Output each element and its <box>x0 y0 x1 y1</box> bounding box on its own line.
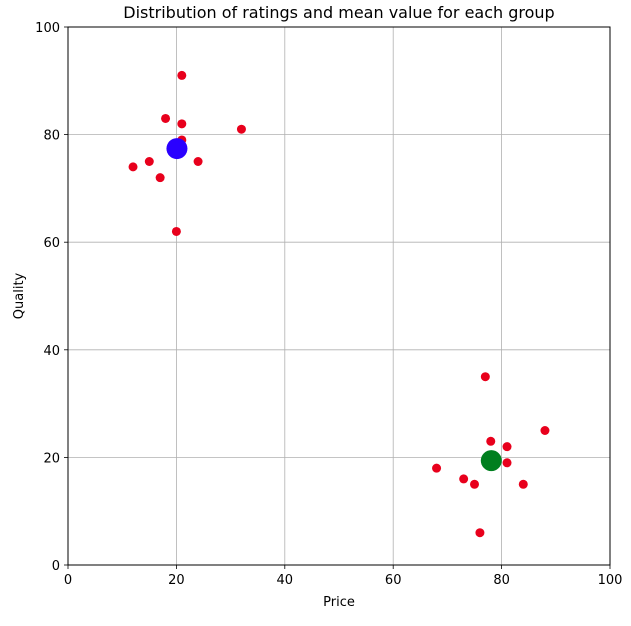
y-tick-label: 80 <box>43 129 60 144</box>
axis-ticks: 0 20 40 60 80 100 0 20 40 60 80 100 <box>35 21 622 588</box>
rating-point <box>144 157 154 166</box>
x-tick-label: 60 <box>385 573 402 588</box>
group-mean-point <box>166 138 188 160</box>
rating-point <box>155 173 165 183</box>
rating-point <box>502 442 512 452</box>
group-means <box>166 138 502 472</box>
y-tick-label: 100 <box>35 21 60 36</box>
x-tick-label: 100 <box>598 573 623 588</box>
chart-title: Distribution of ratings and mean value f… <box>123 3 554 22</box>
rating-point <box>518 479 528 489</box>
x-tick-label: 40 <box>277 573 294 588</box>
y-axis-label: Quality <box>12 272 27 319</box>
data-points <box>128 70 550 538</box>
x-tick-label: 80 <box>493 573 510 588</box>
rating-point <box>486 436 496 446</box>
group-mean-point <box>480 450 502 472</box>
rating-point <box>236 124 246 134</box>
rating-point <box>193 157 203 166</box>
plot-frame <box>67 26 611 566</box>
rating-point <box>177 70 187 80</box>
y-tick-label: 0 <box>52 559 60 574</box>
rating-point <box>502 458 512 468</box>
rating-point <box>432 463 442 473</box>
rating-point <box>470 479 479 489</box>
rating-point <box>480 372 490 382</box>
y-tick-label: 60 <box>43 236 60 251</box>
rating-point <box>177 119 187 129</box>
rating-point <box>540 426 550 435</box>
x-tick-label: 20 <box>168 573 185 588</box>
rating-point <box>171 226 181 236</box>
rating-point <box>128 162 138 172</box>
rating-point <box>459 474 469 484</box>
rating-point <box>475 528 485 538</box>
rating-point <box>161 113 171 123</box>
y-tick-label: 20 <box>43 451 60 466</box>
x-axis-label: Price <box>323 595 355 610</box>
y-tick-label: 40 <box>43 344 60 359</box>
x-tick-label: 0 <box>64 573 72 588</box>
